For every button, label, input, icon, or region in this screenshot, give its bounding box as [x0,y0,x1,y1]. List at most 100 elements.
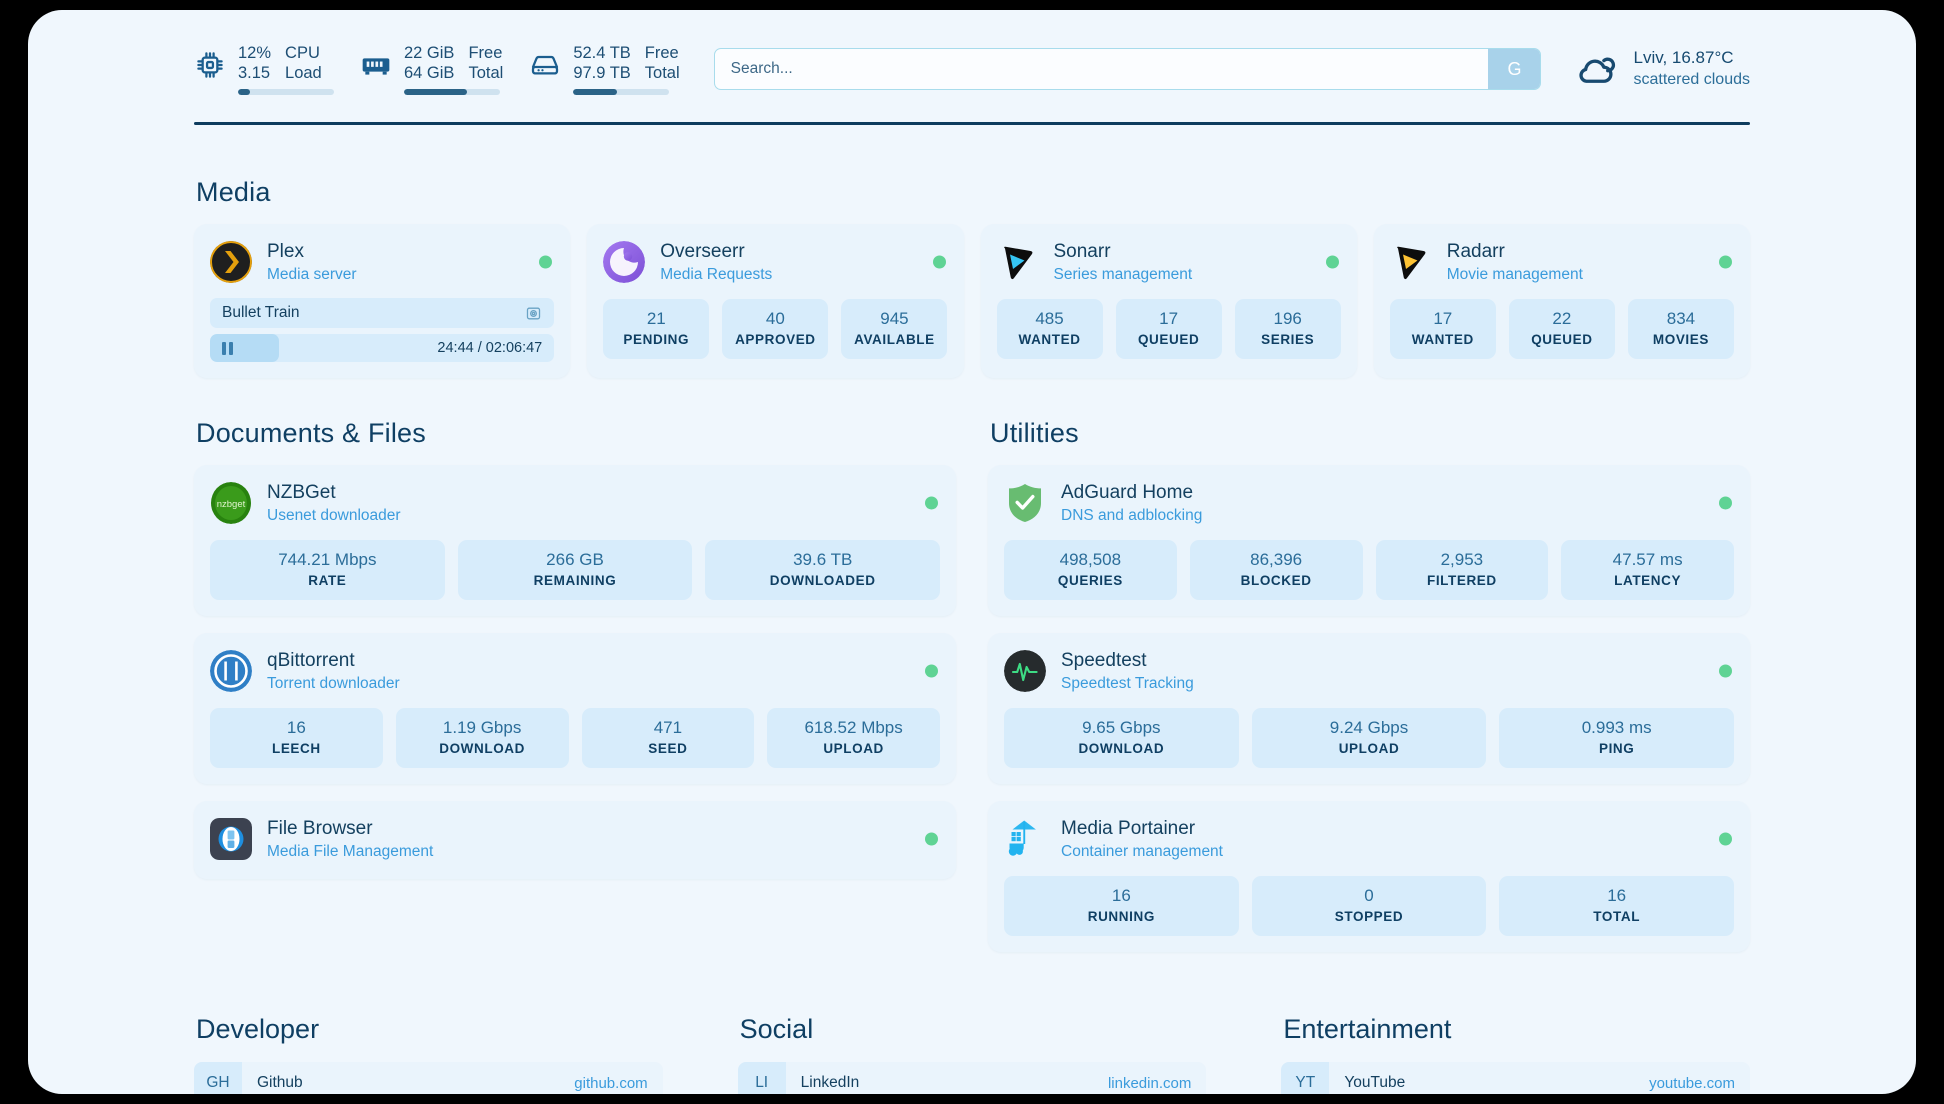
metric-tile[interactable]: 0.993 ms PING [1499,708,1735,768]
stat-label-secondary: Total [644,64,680,82]
stat-label-primary: Free [468,44,503,62]
card-title: NZBGet [267,481,336,503]
bookmark-group-title: Social [739,1014,814,1044]
metric-tile[interactable]: 2,953 FILTERED [1375,540,1549,600]
card-header: Radarr Movie management [1390,238,1734,286]
search-area: G [713,48,1542,90]
metric-tile[interactable]: 17 QUEUED [1115,299,1222,359]
header-divider [194,122,1750,125]
metric-tile[interactable]: 485 WANTED [996,299,1103,359]
metric-tile[interactable]: 16 LEECH [210,708,383,768]
metric-value: 744.21 Mbps [278,550,377,569]
radarr-icon [1390,241,1432,283]
status-dot-online [1719,496,1732,510]
pause-icon[interactable] [222,341,233,355]
service-card-sonarr[interactable]: Sonarr Series management 485 WANTED 17 QUEUED… [980,224,1357,378]
metric-tile[interactable]: 945 AVAILABLE [841,299,948,359]
metric-label: WANTED [1018,332,1081,347]
stat-label-secondary: Load [285,64,322,82]
metric-label: TOTAL [1593,909,1641,924]
metric-tile[interactable]: 16 RUNNING [1004,876,1239,936]
metric-tile[interactable]: 22 QUEUED [1508,299,1615,359]
bookmark-group-developer: DeveloperGHGithubgithub.comSOStackOverfl… [194,1014,663,1094]
card-header: Plex Media server [210,238,554,286]
metric-value: 1.19 Gbps [442,718,522,737]
weather-location-temp: Lviv, 16.87°C [1633,48,1734,67]
metric-label: UPLOAD [1338,741,1400,756]
service-card-media-portainer[interactable]: Media Portainer Container management 16 RUN… [988,801,1750,952]
playback-progress-bar[interactable]: 24:44 / 02:06:47 [210,334,555,362]
metric-value: 16 [1607,886,1627,905]
metric-value: 945 [880,309,909,328]
bookmark-badge: YT [1281,1062,1330,1094]
metric-label: SERIES [1261,332,1315,347]
service-card-nzbget[interactable]: nzbget NZBGet Usenet downloader 744.21 Mbps… [194,465,956,616]
bookmark-name: Github [257,1074,303,1091]
card-header: Overseerr Media Requests [603,238,947,286]
metric-tile[interactable]: 47.57 ms LATENCY [1561,540,1734,600]
card-subtitle: Usenet downloader [267,506,401,524]
metric-value: 0 [1364,886,1374,905]
metric-tile[interactable]: 196 SERIES [1234,299,1341,359]
metric-tile[interactable]: 1.19 Gbps DOWNLOAD [395,708,569,768]
cast-icon[interactable] [525,305,542,322]
bookmark-group-entertainment: EntertainmentYTYouTubeyoutube.comNFNetfl… [1281,1014,1750,1094]
service-card-plex[interactable]: Plex Media server Bullet Train 24:44 / 02:0… [194,224,571,378]
service-card-adguard-home[interactable]: AdGuard Home DNS and adblocking 498,508 QUE… [988,465,1750,616]
bookmark-url: linkedin.com [1107,1074,1192,1092]
metric-tile[interactable]: 39.6 TB DOWNLOADED [705,540,941,600]
metric-label: FILTERED [1426,573,1497,588]
metric-tile[interactable]: 40 APPROVED [722,299,829,359]
metric-label: QUERIES [1057,573,1123,588]
metric-value: 498,508 [1059,550,1122,569]
metric-tile[interactable]: 9.65 Gbps DOWNLOAD [1004,708,1239,768]
stat-label-primary: Free [644,44,679,62]
service-card-radarr[interactable]: Radarr Movie management 17 WANTED 22 QUEUED 83… [1373,224,1750,378]
card-header: Sonarr Series management [997,238,1341,286]
section-media: Media Plex Media server Bullet Train 24:44 … [194,177,1750,378]
status-dot-online [932,255,946,269]
media-player: Bullet Train 24:44 / 02:06:47 [210,298,555,362]
metric-label: MOVIES [1652,332,1709,347]
card-title: Speedtest [1061,649,1147,671]
metric-label: QUEUED [1531,332,1593,347]
nzbget-icon: nzbget [210,482,252,524]
metric-label: DOWNLOAD [1078,741,1165,756]
metric-tile[interactable]: 9.24 Gbps UPLOAD [1251,708,1487,768]
metric-tile[interactable]: 266 GB REMAINING [457,540,693,600]
bookmarks-row: DeveloperGHGithubgithub.comSOStackOverfl… [194,1014,1750,1094]
metric-tile[interactable]: 498,508 QUERIES [1004,540,1177,600]
metric-label: DOWNLOAD [439,741,526,756]
metric-label: APPROVED [735,332,816,347]
metric-tile[interactable]: 16 TOTAL [1499,876,1735,936]
metric-label: PING [1598,741,1635,756]
service-card-file-browser[interactable]: File Browser Media File Management [194,801,956,879]
bookmark-badge: GH [194,1062,242,1094]
search-input[interactable] [714,49,1489,89]
service-card-speedtest[interactable]: Speedtest Speedtest Tracking 9.65 Gbps DOWN… [988,633,1750,784]
metric-tile[interactable]: 618.52 Mbps UPLOAD [767,708,940,768]
service-card-overseerr[interactable]: Overseerr Media Requests 21 PENDING 40 APPROV… [587,224,964,378]
bookmark-item[interactable]: LI LinkedIn linkedin.com [737,1062,1207,1094]
service-card-qbittorrent[interactable]: qBittorrent Torrent downloader 16 LEECH 1.19… [194,633,956,784]
stat-value-primary: 52.4 TB [573,44,631,62]
metric-label: AVAILABLE [854,332,935,347]
utilities-card-list: AdGuard Home DNS and adblocking 498,508 QUE… [988,465,1750,952]
metric-value: 9.65 Gbps [1082,718,1161,737]
metric-tile[interactable]: 744.21 Mbps RATE [210,540,445,600]
metric-value: 2,953 [1440,550,1484,569]
metric-tile[interactable]: 834 MOVIES [1627,299,1734,359]
metric-tile[interactable]: 17 WANTED [1389,299,1496,359]
metric-label: RUNNING [1087,909,1155,924]
bookmark-item[interactable]: YT YouTube youtube.com [1281,1062,1750,1094]
card-header: nzbget NZBGet Usenet downloader [210,479,940,527]
metric-tile[interactable]: 86,396 BLOCKED [1189,540,1363,600]
search-box[interactable]: G [713,48,1542,90]
card-title: Plex [267,240,304,262]
metric-tile[interactable]: 21 PENDING [603,299,710,359]
bookmark-item[interactable]: GH Github github.com [194,1062,663,1094]
metric-tile[interactable]: 471 SEED [581,708,755,768]
metric-tile[interactable]: 0 STOPPED [1251,876,1487,936]
stat-progress-bar [573,89,670,95]
search-submit-button[interactable]: G [1488,49,1541,89]
